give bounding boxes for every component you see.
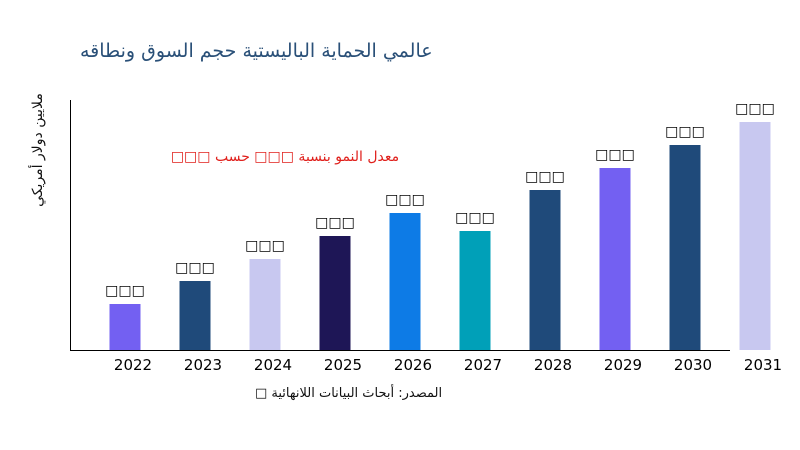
chart-title: عالمي الحماية الباليستية حجم السوق ونطاق… [80, 40, 433, 62]
x-tick-label-2030: 2030 [674, 356, 712, 374]
x-tick-label-2028: 2028 [534, 356, 572, 374]
x-tick-label-2023: 2023 [184, 356, 222, 374]
data-label-2026: □□□ [385, 192, 425, 208]
bar-2030 [669, 145, 701, 350]
data-label-2025: □□□ [315, 215, 355, 231]
x-tick-label-2026: 2026 [394, 356, 432, 374]
bar-2026 [389, 213, 421, 350]
x-tick-label-2022: 2022 [114, 356, 152, 374]
data-label-2027: □□□ [455, 210, 495, 226]
data-label-2023: □□□ [175, 260, 215, 276]
growth-annotation: معدل النمو بنسبة □□□ حسب □□□ [171, 149, 399, 165]
x-tick-label-2029: 2029 [604, 356, 642, 374]
bar-2023 [179, 281, 211, 350]
bar-2029 [599, 168, 631, 350]
x-tick-label-2024: 2024 [254, 356, 292, 374]
bar-2031 [739, 122, 771, 350]
x-tick-label-2025: 2025 [324, 356, 362, 374]
data-label-2030: □□□ [665, 124, 705, 140]
data-label-2031: □□□ [735, 101, 775, 117]
bar-2028 [529, 190, 561, 350]
bar-2024 [249, 259, 281, 350]
source-note: المصدر: أبحاث البيانات اللانهائية □ [255, 386, 443, 401]
data-label-2024: □□□ [245, 238, 285, 254]
bar-2025 [319, 236, 351, 350]
bar-2022 [109, 304, 141, 350]
data-label-2022: □□□ [105, 283, 145, 299]
x-tick-label-2027: 2027 [464, 356, 502, 374]
x-tick-label-2031: 2031 [744, 356, 782, 374]
data-label-2028: □□□ [525, 169, 565, 185]
bar-2027 [459, 231, 491, 350]
data-label-2029: □□□ [595, 147, 635, 163]
